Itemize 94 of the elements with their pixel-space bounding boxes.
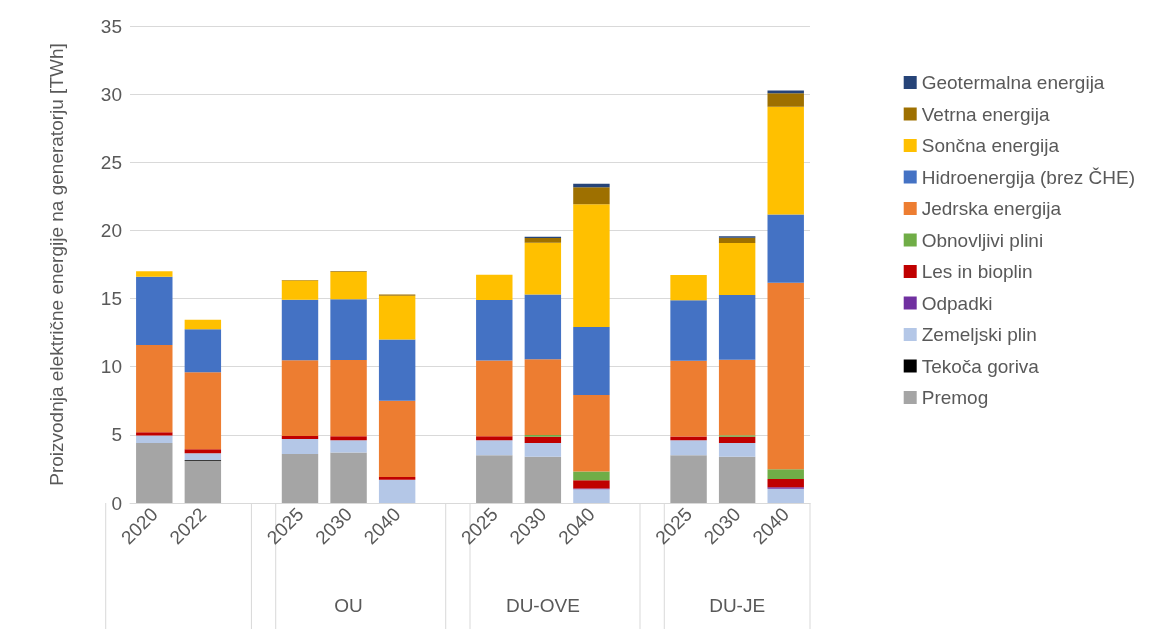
text: OU: [334, 595, 363, 616]
legend-label: Zemeljski plin: [921, 324, 1037, 345]
bar: [767, 478, 804, 488]
bar: [767, 214, 804, 283]
bar: [184, 460, 222, 503]
bar: [184, 449, 222, 454]
bar: [281, 438, 319, 454]
text: DU-JE: [709, 595, 766, 616]
bar: [524, 443, 562, 457]
bar: [136, 435, 173, 444]
bar: [281, 299, 319, 361]
bar: [136, 344, 173, 433]
bar: [330, 272, 367, 300]
bar: [718, 443, 756, 457]
bar: [767, 282, 804, 470]
bar: [670, 300, 707, 361]
bar: [378, 339, 416, 401]
bar: [524, 242, 562, 295]
legend-label: Vetrna energija: [921, 103, 1050, 125]
bar: [184, 453, 222, 461]
bar: [378, 477, 416, 480]
text: DU-OVE: [505, 595, 580, 616]
bar: [573, 204, 610, 327]
legend-label: Sončna energija: [921, 135, 1060, 156]
bar: [670, 455, 707, 503]
bar: [330, 452, 367, 503]
bar: [476, 274, 513, 300]
bar: [330, 359, 367, 437]
bar: [718, 243, 756, 295]
y-axis-title: Proizvodnja električne energije na generatorju [TWh]: [45, 43, 67, 486]
bar: [670, 440, 707, 456]
bar: [767, 90, 804, 94]
y-tick-label: 35: [100, 15, 122, 37]
bar: [184, 372, 222, 450]
bar: [330, 436, 367, 441]
bar: [476, 455, 513, 503]
bar: [281, 435, 319, 439]
bar: [136, 432, 173, 436]
legend-label: Les in bioplin: [921, 261, 1033, 282]
bar: [184, 319, 222, 330]
bar: [573, 480, 610, 489]
y-tick-label: 15: [100, 288, 122, 310]
legend-label: Obnovljivi plini: [921, 229, 1044, 251]
bar: [573, 326, 610, 396]
bar: [670, 436, 707, 441]
y-tick-label: 0: [111, 492, 122, 514]
bar: [670, 360, 707, 437]
bar: [476, 440, 513, 456]
bar: [281, 453, 319, 503]
bar: [718, 456, 756, 503]
y-tick-label: 5: [111, 424, 122, 446]
bar: [330, 299, 367, 360]
bar: [718, 359, 756, 436]
bar: [767, 93, 804, 107]
bar: [184, 329, 222, 373]
bar: [767, 469, 804, 479]
y-tick-label: 25: [100, 151, 122, 173]
legend-label: Jedrska energija: [921, 198, 1062, 219]
bar: [281, 280, 319, 300]
y-tick-label: 20: [100, 219, 122, 241]
bar: [718, 436, 756, 444]
bar: [573, 471, 610, 481]
bar: [378, 479, 416, 503]
bar: [378, 295, 416, 340]
bar: [524, 456, 562, 503]
bar: [718, 294, 756, 360]
y-tick-label: 30: [100, 83, 122, 105]
bar: [281, 360, 319, 436]
bar: [573, 187, 610, 205]
bar: [524, 359, 562, 435]
legend-label: Hidroenergija (brez ČHE): [921, 166, 1135, 188]
bar: [573, 395, 610, 472]
bar: [136, 443, 173, 503]
bar: [330, 440, 367, 453]
legend-label: Tekoča goriva: [921, 355, 1040, 377]
bar: [476, 360, 513, 437]
bar: [136, 276, 173, 345]
bar: [476, 299, 513, 361]
bar: [767, 488, 804, 503]
bar: [670, 274, 707, 301]
bar: [524, 238, 562, 243]
legend-label: Odpadki: [921, 292, 993, 314]
legend-label: Geotermalna energija: [921, 72, 1105, 93]
legend-label: Premog: [921, 387, 989, 408]
y-tick-label: 10: [100, 356, 122, 378]
bar: [136, 271, 173, 277]
bar: [573, 489, 610, 503]
bar: [476, 436, 513, 441]
bar: [573, 183, 610, 188]
bar: [524, 436, 562, 444]
bar: [718, 237, 756, 244]
bar: [767, 106, 804, 215]
bar: [524, 294, 562, 360]
bar: [378, 400, 416, 478]
